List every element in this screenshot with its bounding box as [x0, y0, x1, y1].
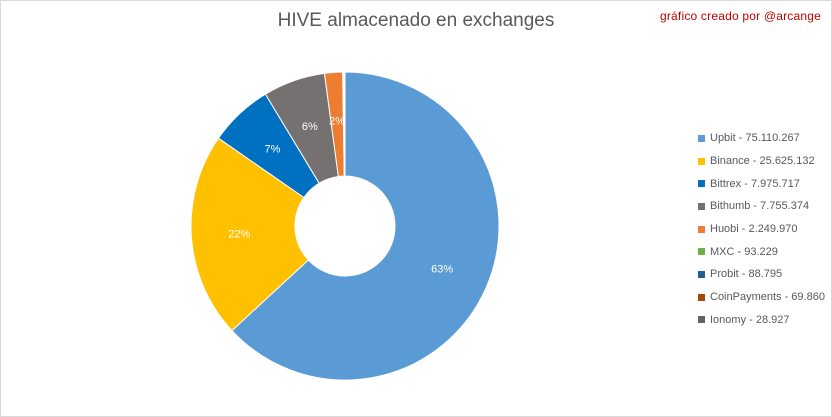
legend-label: Upbit - 75.110.267	[710, 132, 800, 145]
legend-item-huobi: Huobi - 2.249.970	[698, 218, 825, 241]
legend-swatch	[698, 225, 705, 233]
legend-label: Ionomy - 28.927	[710, 313, 790, 326]
legend-item-coinpayments: CoinPayments - 69.860	[698, 286, 825, 309]
pie-slice-upbit	[231, 71, 500, 381]
chart-legend: Upbit - 75.110.267 Binance - 25.625.132 Bi…	[698, 127, 825, 331]
legend-item-mxc: MXC - 93.229	[698, 240, 825, 263]
pie-slice-binance	[190, 137, 310, 332]
legend-item-bittrex: Bittrex - 7.975.717	[698, 172, 825, 195]
legend-label: Probit - 88.795	[710, 268, 783, 281]
legend-item-probit: Probit - 88.795	[698, 263, 825, 286]
legend-item-upbit: Upbit - 75.110.267	[698, 127, 825, 150]
legend-label: Binance - 25.625.132	[710, 155, 815, 168]
data-label-huobi: 2%	[329, 115, 345, 127]
legend-swatch	[698, 202, 705, 210]
legend-label: Huobi - 2.249.970	[710, 223, 798, 236]
data-label-bittrex: 7%	[265, 144, 281, 156]
chart-credit: gráfico creado por @arcange	[659, 9, 821, 23]
chart-title: HIVE almacenado en exchanges	[277, 10, 555, 31]
legend-label: CoinPayments - 69.860	[710, 291, 825, 304]
data-label-binance: 22%	[228, 228, 250, 240]
legend-swatch	[698, 157, 705, 165]
legend-label: Bithumb - 7.755.374	[710, 200, 810, 213]
legend-swatch	[698, 316, 705, 324]
legend-swatch	[698, 134, 705, 142]
data-label-upbit: 63%	[431, 263, 453, 275]
legend-swatch	[698, 180, 705, 188]
legend-item-binance: Binance - 25.625.132	[698, 150, 825, 173]
legend-swatch	[698, 270, 705, 278]
legend-swatch	[698, 293, 705, 301]
legend-swatch	[698, 248, 705, 256]
legend-item-ionomy: Ionomy - 28.927	[698, 309, 825, 332]
data-label-bithumb: 6%	[302, 121, 318, 133]
legend-label: Bittrex - 7.975.717	[710, 177, 800, 190]
legend-label: MXC - 93.229	[710, 245, 778, 258]
legend-item-bithumb: Bithumb - 7.755.374	[698, 195, 825, 218]
